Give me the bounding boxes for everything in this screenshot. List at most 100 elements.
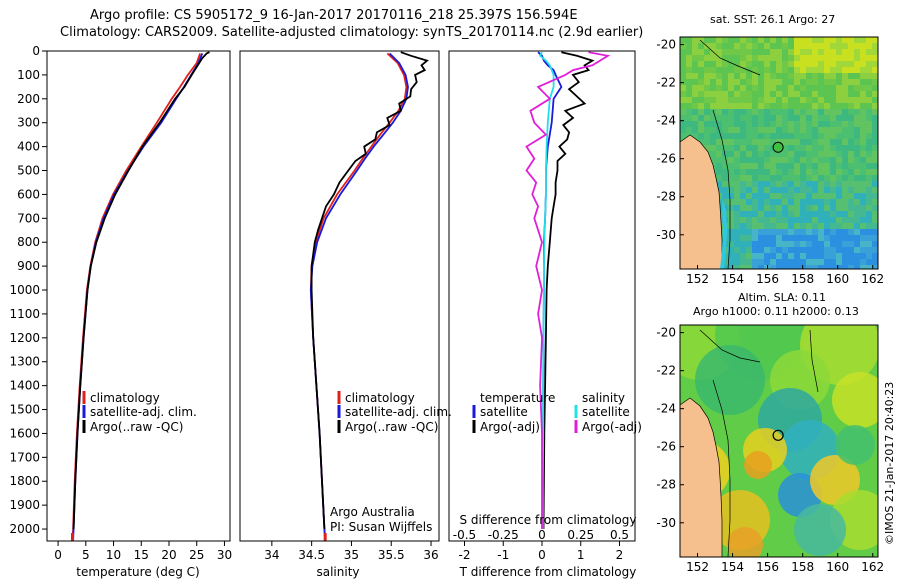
map-y-tick-label: -26 bbox=[656, 152, 676, 166]
x-tick-label: 15 bbox=[134, 548, 149, 562]
series-climatology bbox=[71, 53, 201, 541]
x-tick-label-bottom: 0 bbox=[538, 548, 546, 562]
legend-temperature-heading: temperature bbox=[480, 391, 555, 405]
x-tick-label-top: -0.25 bbox=[488, 528, 519, 542]
x-tick-label: 10 bbox=[106, 548, 121, 562]
sst-map: sat. SST: 26.1 Argo: 27 152 154 156 158 160 1… bbox=[656, 13, 884, 286]
x-tick-label-top: 0.5 bbox=[610, 528, 629, 542]
x-tick-label: 5 bbox=[82, 548, 90, 562]
x-tick-label-top: 0 bbox=[538, 528, 546, 542]
x-tick-label: 0 bbox=[54, 548, 62, 562]
y-tick-label: 900 bbox=[17, 259, 40, 273]
map-x-tick-label: 156 bbox=[756, 272, 779, 286]
y-tick-label: 1800 bbox=[9, 474, 40, 488]
map-y-tick-label: -22 bbox=[656, 364, 676, 378]
map-y-tick-label: -28 bbox=[656, 478, 676, 492]
x-tick-label-bottom: -2 bbox=[459, 548, 471, 562]
map-x-tick-label: 152 bbox=[686, 560, 709, 574]
y-tick-label: 1700 bbox=[9, 450, 40, 464]
y-tick-label: 1200 bbox=[9, 331, 40, 345]
y-tick-label: 1600 bbox=[9, 426, 40, 440]
y-tick-label: 100 bbox=[17, 68, 40, 82]
figure-title-line2: Climatology: CARS2009. Satellite-adjuste… bbox=[60, 25, 643, 40]
map-y-tick-label: -24 bbox=[656, 114, 676, 128]
map-x-tick-label: 152 bbox=[686, 272, 709, 286]
t-difference-xlabel: T difference from climatology bbox=[459, 565, 637, 579]
argo-float-marker bbox=[772, 141, 784, 153]
legend-climatology-label: climatology bbox=[90, 391, 160, 405]
y-tick-label: 1500 bbox=[9, 403, 40, 417]
map-x-tick-label: 154 bbox=[721, 272, 744, 286]
y-tick-label: 1300 bbox=[9, 355, 40, 369]
series-satellite-adj-clim- bbox=[309, 52, 409, 541]
x-tick-label: 35.5 bbox=[378, 548, 405, 562]
temperature-plot-frame bbox=[46, 50, 231, 542]
legend-salinity-heading: salinity bbox=[582, 391, 625, 405]
map-y-tick-label: -20 bbox=[656, 38, 676, 52]
sla-map-contour bbox=[699, 329, 819, 557]
salinity-plot-frame bbox=[239, 50, 440, 542]
legend-temp-satellite-label: satellite bbox=[480, 405, 528, 419]
map-x-tick-label: 160 bbox=[826, 560, 849, 574]
map-y-tick-label: -30 bbox=[656, 228, 676, 242]
sst-map-current-strip bbox=[720, 200, 727, 269]
y-tick-label: 0 bbox=[32, 44, 40, 58]
sst-map-coast-contour bbox=[699, 39, 761, 269]
x-tick-label-top: -0.5 bbox=[453, 528, 476, 542]
legend-sal-argo-label: Argo(-adj) bbox=[582, 420, 642, 434]
legend-sal-satellite-label: satellite bbox=[582, 405, 630, 419]
sst-map-frame bbox=[679, 36, 879, 270]
map-x-tick-label: 158 bbox=[791, 560, 814, 574]
series-satellite-adj-clim- bbox=[72, 53, 204, 541]
institution-note: Argo Australia bbox=[330, 505, 415, 519]
y-tick-label: 2000 bbox=[9, 522, 40, 536]
series-temperature-argo-adj- bbox=[542, 51, 595, 530]
sla-map-title-line2: Argo h1000: 0.11 h2000: 0.13 bbox=[693, 305, 859, 318]
temperature-panel: 0 5 10 15 20 25 30 0 100 200 300 400 500 600 700 800 90… bbox=[9, 44, 232, 579]
x-tick-label: 36 bbox=[423, 548, 438, 562]
map-y-tick-label: -26 bbox=[656, 440, 676, 454]
legend-argo-label: Argo(..raw -QC) bbox=[90, 420, 183, 434]
sla-map-frame bbox=[679, 324, 879, 558]
x-tick-label-top: 0.25 bbox=[567, 528, 594, 542]
y-tick-label: 500 bbox=[17, 164, 40, 178]
sla-map: Altim. SLA: 0.11 Argo h1000: 0.11 h2000:… bbox=[656, 291, 884, 574]
y-tick-label: 600 bbox=[17, 187, 40, 201]
s-difference-label: S difference from climatology bbox=[460, 513, 637, 527]
x-tick-label: 30 bbox=[217, 548, 232, 562]
x-tick-label: 34.5 bbox=[298, 548, 325, 562]
y-tick-label: 400 bbox=[17, 140, 40, 154]
y-tick-label: 1400 bbox=[9, 379, 40, 393]
temperature-legend: climatology satellite-adj. clim. Argo(..… bbox=[82, 391, 197, 434]
series-argo-raw-qc- bbox=[72, 51, 210, 530]
legend-argo-label: Argo(..raw -QC) bbox=[345, 420, 438, 434]
series-climatology bbox=[309, 52, 408, 541]
sst-map-title: sat. SST: 26.1 Argo: 27 bbox=[710, 13, 835, 26]
salinity-xlabel: salinity bbox=[316, 565, 359, 579]
y-tick-label: 300 bbox=[17, 116, 40, 130]
pi-note: PI: Susan Wijffels bbox=[330, 520, 432, 534]
map-y-tick-label: -24 bbox=[656, 402, 676, 416]
y-tick-label: 700 bbox=[17, 211, 40, 225]
x-tick-label: 20 bbox=[161, 548, 176, 562]
map-x-tick-label: 162 bbox=[861, 560, 884, 574]
map-y-tick-label: -22 bbox=[656, 76, 676, 90]
x-tick-label-bottom: 2 bbox=[616, 548, 624, 562]
legend-temp-argo-label: Argo(-adj) bbox=[480, 420, 540, 434]
x-tick-label-bottom: -1 bbox=[497, 548, 509, 562]
map-x-tick-label: 162 bbox=[861, 272, 884, 286]
argo-float-marker bbox=[772, 429, 784, 441]
map-x-tick-label: 160 bbox=[826, 272, 849, 286]
map-y-tick-label: -30 bbox=[656, 516, 676, 530]
sla-map-title-line1: Altim. SLA: 0.11 bbox=[738, 291, 826, 304]
imos-timestamp: ©IMOS 21-Jan-2017 20:40:23 bbox=[883, 382, 896, 545]
y-tick-label: 1100 bbox=[9, 307, 40, 321]
salinity-panel: 34 34.5 35 35.5 36 salinity climatology sate… bbox=[239, 50, 452, 579]
x-tick-label: 34 bbox=[264, 548, 279, 562]
series-argo-raw-qc- bbox=[310, 51, 429, 530]
y-tick-label: 1000 bbox=[9, 283, 40, 297]
difference-panel: -2 -1 0 1 2 -0.5 -0.25 0 0.25 0.5 S difference fr… bbox=[448, 50, 642, 579]
y-tick-label: 800 bbox=[17, 235, 40, 249]
series-salinity-argo-adj- bbox=[525, 51, 611, 529]
